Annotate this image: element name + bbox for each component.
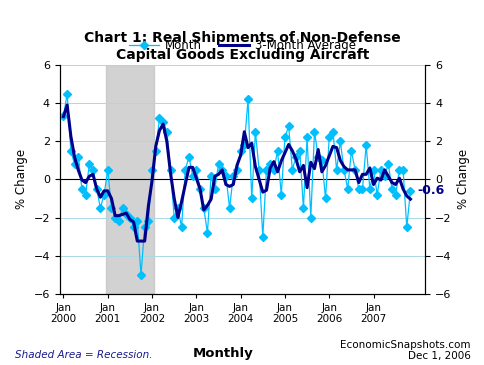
- Legend: Month, 3-Month Average: Month, 3-Month Average: [124, 34, 360, 57]
- 3-Month Average: [311, 166, 317, 171]
- 3-Month Average: [303, 185, 309, 190]
- Month: [322, 196, 328, 201]
- Month: [60, 114, 66, 119]
- 3-Month Average: [326, 154, 332, 158]
- 3-Month Average: [407, 197, 412, 201]
- 3-Month Average: [64, 103, 70, 107]
- 3-Month Average: [322, 163, 328, 168]
- Text: Shaded Area = Recession.: Shaded Area = Recession.: [15, 350, 152, 360]
- Bar: [106, 65, 153, 294]
- Title: Chart 1: Real Shipments of Non-Defense
Capital Goods Excluding Aircraft: Chart 1: Real Shipments of Non-Defense C…: [84, 31, 400, 62]
- Month: [303, 135, 309, 140]
- Month: [326, 135, 332, 140]
- Text: -0.6: -0.6: [416, 184, 443, 197]
- Month: [127, 215, 133, 220]
- Month: [79, 187, 85, 191]
- Text: EconomicSnapshots.com
Dec 1, 2006: EconomicSnapshots.com Dec 1, 2006: [339, 340, 469, 361]
- Y-axis label: % Change: % Change: [15, 149, 28, 210]
- 3-Month Average: [79, 178, 85, 182]
- Y-axis label: % Change: % Change: [456, 149, 469, 210]
- Line: 3-Month Average: 3-Month Average: [63, 105, 409, 241]
- Month: [407, 189, 412, 193]
- Month: [138, 273, 144, 277]
- Month: [64, 91, 70, 96]
- Text: Monthly: Monthly: [192, 346, 253, 360]
- 3-Month Average: [60, 114, 66, 119]
- 3-Month Average: [127, 217, 133, 222]
- 3-Month Average: [134, 239, 140, 243]
- Month: [311, 130, 317, 134]
- Line: Month: Month: [60, 91, 413, 278]
